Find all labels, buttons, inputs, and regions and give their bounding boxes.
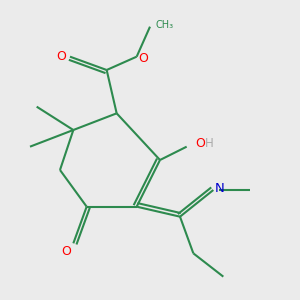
Text: O: O: [57, 50, 67, 63]
Text: O: O: [138, 52, 148, 65]
Text: H: H: [205, 137, 214, 150]
Text: N: N: [215, 182, 225, 195]
Text: O: O: [195, 137, 205, 150]
Text: CH₃: CH₃: [155, 20, 173, 30]
Text: O: O: [62, 245, 72, 258]
